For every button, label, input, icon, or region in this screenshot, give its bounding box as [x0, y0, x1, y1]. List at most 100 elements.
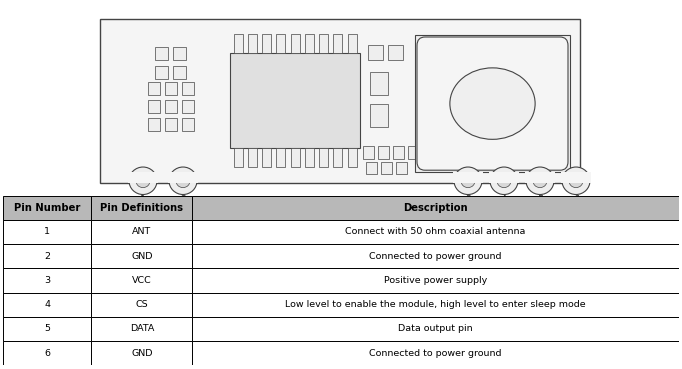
- Bar: [91, 268, 192, 293]
- Text: Positive power supply: Positive power supply: [384, 276, 487, 285]
- Bar: [182, 82, 194, 95]
- FancyBboxPatch shape: [417, 37, 568, 170]
- Text: 6: 6: [44, 349, 50, 358]
- Bar: [165, 82, 177, 95]
- Bar: [3, 244, 91, 268]
- Bar: [3, 268, 91, 293]
- Bar: [363, 146, 374, 159]
- Bar: [333, 34, 342, 53]
- Bar: [248, 34, 256, 53]
- Text: ANT: ANT: [132, 227, 151, 237]
- Bar: [378, 146, 389, 159]
- Bar: [182, 100, 194, 113]
- Bar: [348, 148, 357, 167]
- Bar: [230, 53, 360, 148]
- Bar: [368, 45, 383, 60]
- Bar: [393, 146, 404, 159]
- Text: 1: 1: [140, 194, 146, 204]
- Text: 2: 2: [44, 252, 50, 261]
- Ellipse shape: [454, 167, 482, 194]
- Text: GND: GND: [131, 349, 153, 358]
- Bar: [248, 148, 256, 167]
- Bar: [525, 172, 555, 183]
- Ellipse shape: [169, 167, 197, 194]
- Bar: [415, 35, 570, 172]
- Text: 5: 5: [537, 194, 543, 204]
- Bar: [165, 100, 177, 113]
- Bar: [148, 82, 160, 95]
- Bar: [128, 172, 158, 183]
- Bar: [381, 162, 392, 175]
- Bar: [233, 34, 243, 53]
- Bar: [91, 196, 192, 220]
- Text: Data output pin: Data output pin: [398, 324, 473, 334]
- Text: Pin Definitions: Pin Definitions: [100, 203, 183, 213]
- Text: Low level to enable the module, high level to enter sleep mode: Low level to enable the module, high lev…: [285, 300, 586, 309]
- Bar: [408, 146, 419, 159]
- Bar: [192, 341, 679, 365]
- Text: DATA: DATA: [130, 324, 154, 334]
- Bar: [3, 196, 91, 220]
- Ellipse shape: [490, 167, 518, 194]
- Bar: [3, 293, 91, 317]
- Bar: [3, 341, 91, 365]
- Bar: [319, 34, 328, 53]
- Bar: [182, 118, 194, 131]
- Ellipse shape: [533, 174, 547, 188]
- Ellipse shape: [461, 174, 475, 188]
- Bar: [370, 72, 388, 95]
- Bar: [333, 148, 342, 167]
- Text: 4: 4: [44, 300, 50, 309]
- Text: Connect with 50 ohm coaxial antenna: Connect with 50 ohm coaxial antenna: [345, 227, 526, 237]
- Bar: [453, 172, 483, 183]
- Ellipse shape: [526, 167, 554, 194]
- Text: GND: GND: [131, 252, 153, 261]
- Ellipse shape: [569, 174, 583, 188]
- Text: Connected to power ground: Connected to power ground: [369, 252, 502, 261]
- Bar: [91, 317, 192, 341]
- Bar: [370, 104, 388, 127]
- Bar: [91, 341, 192, 365]
- Bar: [276, 148, 285, 167]
- Bar: [91, 244, 192, 268]
- Bar: [165, 118, 177, 131]
- Bar: [489, 172, 519, 183]
- Text: 3: 3: [465, 194, 471, 204]
- Bar: [291, 34, 299, 53]
- Text: Description: Description: [403, 203, 468, 213]
- Bar: [192, 196, 679, 220]
- Bar: [366, 162, 377, 175]
- Text: 3: 3: [44, 276, 50, 285]
- Bar: [100, 19, 580, 183]
- Bar: [192, 268, 679, 293]
- Bar: [168, 172, 198, 183]
- Ellipse shape: [136, 174, 150, 188]
- Bar: [173, 46, 186, 60]
- Bar: [192, 293, 679, 317]
- Bar: [305, 148, 314, 167]
- Bar: [91, 220, 192, 244]
- Bar: [91, 293, 192, 317]
- Text: 2: 2: [180, 194, 186, 204]
- Bar: [3, 220, 91, 244]
- Bar: [276, 34, 285, 53]
- Ellipse shape: [450, 68, 535, 139]
- Text: Connected to power ground: Connected to power ground: [369, 349, 502, 358]
- Bar: [262, 34, 271, 53]
- Bar: [561, 172, 591, 183]
- Bar: [148, 118, 160, 131]
- Bar: [291, 148, 299, 167]
- Bar: [396, 162, 407, 175]
- Bar: [173, 66, 186, 79]
- Bar: [155, 46, 168, 60]
- Text: 6: 6: [573, 194, 579, 204]
- Bar: [148, 100, 160, 113]
- Text: 4: 4: [501, 194, 507, 204]
- Bar: [192, 244, 679, 268]
- Bar: [262, 148, 271, 167]
- Bar: [155, 66, 168, 79]
- Bar: [192, 317, 679, 341]
- Bar: [319, 148, 328, 167]
- Text: Pin Number: Pin Number: [14, 203, 80, 213]
- Bar: [3, 317, 91, 341]
